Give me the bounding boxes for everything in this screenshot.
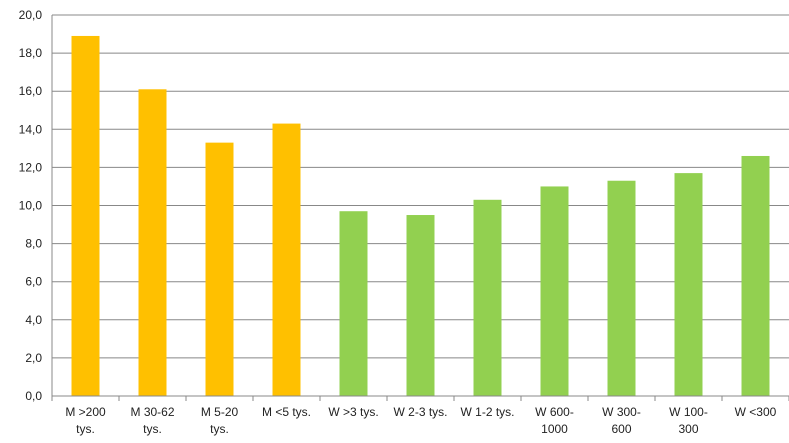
x-axis-category-labels: M >200 tys. M 30-62 tys. M 5-20 tys. M <5 tys.… (65, 405, 776, 436)
y-tick-label: 20,0 (19, 8, 43, 22)
bar (138, 89, 167, 397)
y-axis-tick-labels: 0,0 2,0 4,0 6,0 8,0 10,0 12,0 14,0 16,0 18,0 20,0 (19, 8, 43, 403)
bar (473, 199, 502, 396)
bar (406, 215, 435, 396)
bar (674, 173, 703, 396)
x-tick-label: W <300 (735, 405, 777, 419)
x-tick-label: W 100-300 (669, 405, 708, 436)
bar (205, 142, 234, 396)
y-tick-label: 18,0 (19, 46, 43, 60)
x-tick-label: W >3 tys. (328, 405, 378, 419)
x-tick-label: M 30-62 tys. (130, 405, 174, 436)
y-tick-label: 0,0 (25, 389, 42, 403)
bars (71, 35, 770, 397)
bar (71, 35, 100, 396)
y-tick-label: 10,0 (19, 199, 43, 213)
y-tick-label: 4,0 (25, 313, 42, 327)
y-tick-label: 14,0 (19, 122, 43, 136)
y-tick-label: 12,0 (19, 160, 43, 174)
x-tick-label: M >200 tys. (65, 405, 106, 436)
bar (741, 155, 770, 396)
bar (607, 180, 636, 396)
y-tick-label: 6,0 (25, 275, 42, 289)
bar (272, 123, 301, 397)
x-tick-label: M <5 tys. (262, 405, 311, 419)
gridlines (52, 14, 789, 359)
y-tick-label: 2,0 (25, 351, 42, 365)
y-tick-label: 16,0 (19, 84, 43, 98)
x-axis (51, 15, 789, 401)
bar (339, 211, 368, 396)
x-tick-label: W 1-2 tys. (460, 405, 514, 419)
x-tick-label: W 300-600 (602, 405, 641, 436)
y-tick-label: 8,0 (25, 237, 42, 251)
x-tick-label: M 5-20 tys. (201, 405, 239, 436)
bar (540, 186, 569, 396)
x-tick-label: W 2-3 tys. (393, 405, 447, 419)
x-tick-label: W 600-1000 (535, 405, 574, 436)
